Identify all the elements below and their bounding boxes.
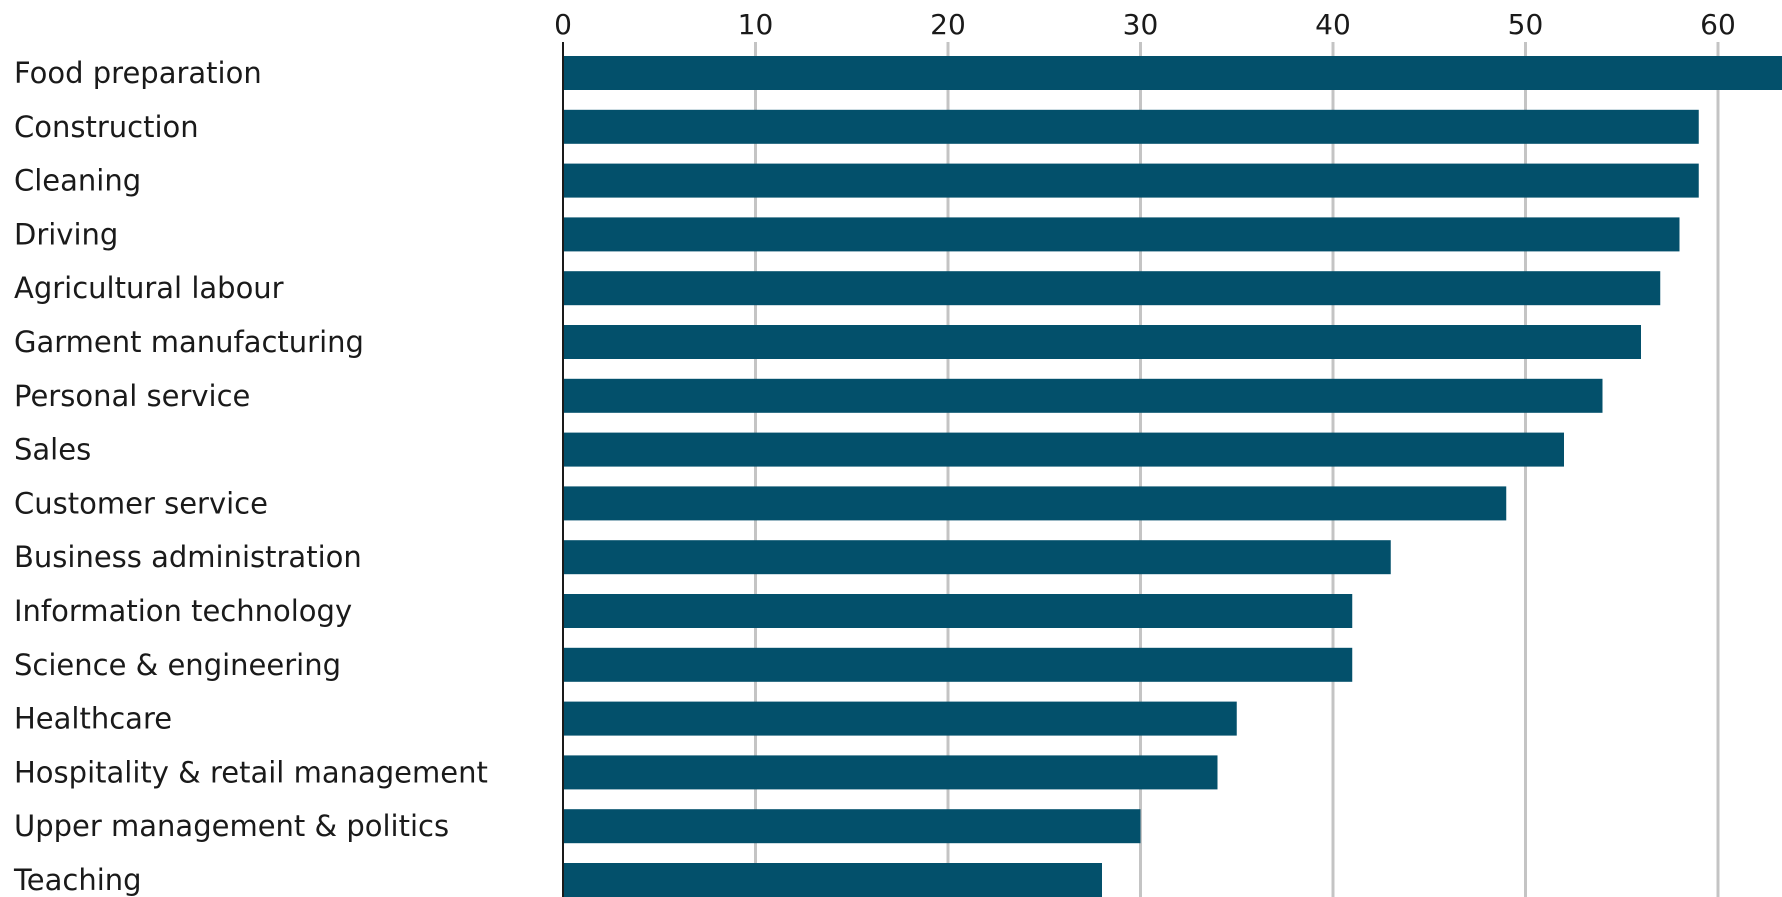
category-label: Teaching	[13, 863, 142, 897]
bar	[563, 109, 1699, 144]
bar	[563, 647, 1353, 682]
bar	[563, 56, 1782, 90]
category-label: Personal service	[14, 379, 250, 413]
x-tick-label: 60	[1700, 8, 1736, 41]
bar	[563, 863, 1102, 897]
x-tick-label: 10	[738, 8, 774, 41]
bar	[563, 755, 1218, 790]
bar	[563, 594, 1353, 628]
category-label: Sales	[14, 433, 91, 467]
x-tick-label: 20	[930, 8, 966, 41]
category-label: Driving	[14, 217, 118, 251]
bar	[563, 701, 1237, 736]
category-label: Agricultural labour	[14, 271, 284, 305]
bar	[563, 163, 1699, 198]
category-label: Customer service	[14, 486, 268, 520]
category-label: Business administration	[14, 540, 362, 574]
category-label: Information technology	[14, 594, 352, 628]
bar	[563, 325, 1641, 359]
bar	[563, 271, 1661, 306]
category-label: Cleaning	[14, 164, 141, 198]
bars	[563, 56, 1782, 897]
category-labels: Food preparation Construction Cleaning Driv…	[13, 56, 488, 897]
bar	[563, 217, 1680, 252]
x-tick-label: 50	[1508, 8, 1544, 41]
x-axis-ticks: 0 10 20 30 40 50 60	[554, 8, 1736, 41]
bar	[563, 486, 1507, 521]
category-label: Hospitality & retail management	[14, 755, 488, 789]
x-tick-label: 0	[554, 8, 572, 41]
category-label: Food preparation	[14, 56, 262, 90]
bar	[563, 378, 1603, 413]
bar	[563, 432, 1564, 467]
bar	[563, 809, 1141, 844]
x-tick-label: 30	[1123, 8, 1159, 41]
bar	[563, 540, 1391, 575]
category-label: Construction	[14, 110, 199, 144]
category-label: Science & engineering	[14, 648, 341, 682]
category-label: Upper management & politics	[14, 809, 449, 843]
x-tick-label: 40	[1315, 8, 1351, 41]
category-label: Healthcare	[14, 702, 172, 736]
category-label: Garment manufacturing	[14, 325, 364, 359]
